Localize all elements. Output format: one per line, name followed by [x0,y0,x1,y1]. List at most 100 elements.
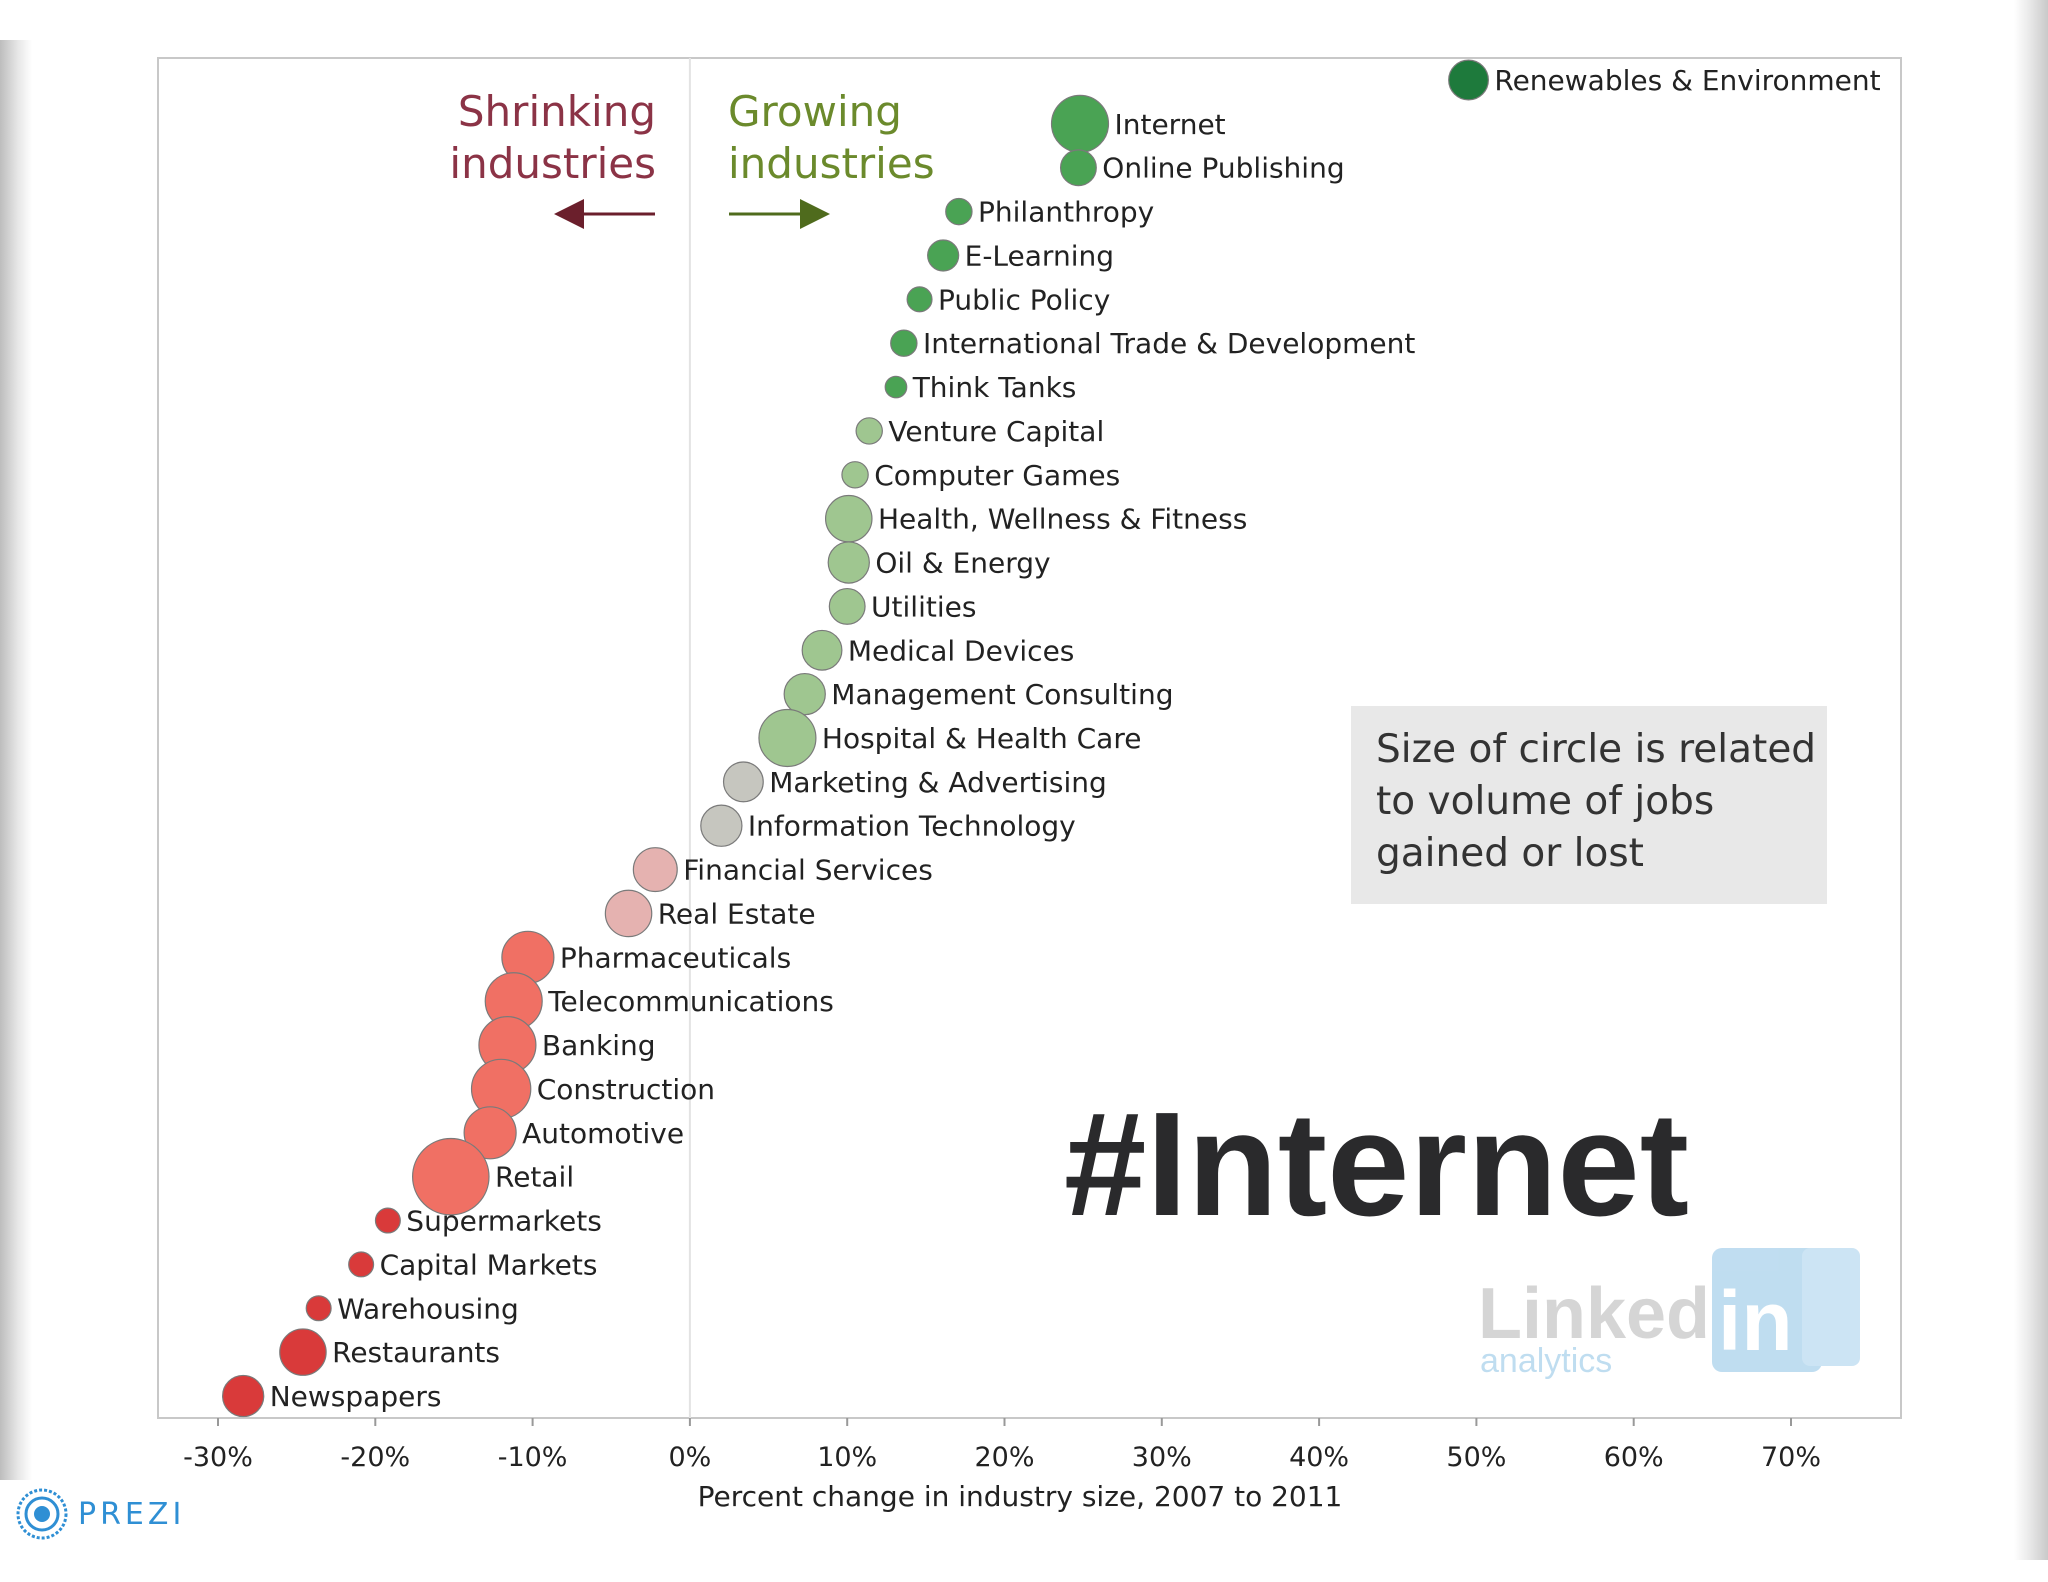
shrinking-label-line1: Shrinking [458,87,656,136]
x-tick-label: 0% [668,1442,711,1473]
data-point-marker [279,1328,327,1376]
linkedin-wordmark: Linked [1478,1274,1710,1354]
data-point-label: International Trade & Development [923,327,1415,360]
data-point-label: Capital Markets [380,1248,598,1281]
data-point-marker [884,375,908,399]
data-point: Construction [470,1058,715,1120]
x-tick-label: 20% [974,1442,1034,1473]
growing-annotation: Growing industries [728,87,935,229]
data-point: Telecommunications [484,972,834,1031]
data-point: Think Tanks [884,371,1077,404]
data-point-label: Newspapers [270,1380,442,1413]
x-tick-label: 50% [1446,1442,1506,1473]
data-point: Renewables & Environment [1448,59,1881,101]
data-point-marker [801,629,843,671]
prezi-logo[interactable]: PREZI [14,1488,185,1540]
x-tick-label: 70% [1761,1442,1821,1473]
hashtag-overlay: #Internet [1064,1082,1689,1247]
x-tick-label: 30% [1132,1442,1192,1473]
data-point: Retail [412,1137,574,1216]
data-point: Capital Markets [348,1248,598,1281]
data-point: Internet [1050,94,1226,153]
data-point-label: Construction [537,1073,715,1106]
data-point: Real Estate [604,889,816,938]
shrinking-annotation: Shrinking industries [449,87,656,229]
data-point-label: E-Learning [965,239,1114,272]
linkedin-in-box [1712,1248,1822,1372]
data-point-label: Hospital & Health Care [822,722,1142,755]
left-edge-shadow [0,40,32,1480]
data-point: Online Publishing [1059,149,1345,187]
data-point-marker [828,587,866,625]
data-point: Pharmaceuticals [501,930,791,984]
growing-label-line1: Growing [728,87,902,136]
data-point: Banking [478,1015,656,1075]
x-tick-label: -10% [498,1442,568,1473]
data-point-marker [945,197,973,226]
data-point-marker [374,1207,401,1234]
data-point-label: Online Publishing [1102,152,1344,185]
x-axis: -30% -20% -10% 0% 10% 20% 30% 40% 50% 60% 70% [183,1418,1821,1473]
data-point-label: Computer Games [874,459,1120,492]
data-point-label: Restaurants [332,1336,500,1369]
data-point: Utilities [828,587,976,625]
data-point-marker [463,1106,517,1160]
data-point: Marketing & Advertising [722,761,1107,803]
linkedin-analytics-logo: Linked in analytics [1478,1248,1860,1380]
legend-line-3: gained or lost [1376,831,1644,876]
data-point: Information Technology [700,804,1076,847]
data-point: Newspapers [221,1374,442,1418]
data-point-marker [722,761,764,803]
linkedin-chart-box [1802,1248,1860,1366]
data-point-label: Pharmaceuticals [560,941,791,974]
data-point-label: Think Tanks [912,371,1077,404]
prezi-icon [16,1488,68,1540]
data-point-label: Utilities [871,590,976,623]
legend-line-1: Size of circle is related [1376,727,1816,772]
data-point-label: Medical Devices [848,634,1075,667]
data-point-label: Internet [1114,108,1225,141]
data-point-label: Automotive [522,1117,684,1150]
data-point-marker [1059,149,1097,187]
data-point-label: Venture Capital [888,415,1104,448]
data-point-marker [855,417,883,445]
data-point: Medical Devices [801,629,1075,671]
bottom-band [0,1560,2048,1582]
data-point: Supermarkets [374,1205,602,1238]
data-point-label: Philanthropy [978,196,1154,229]
x-tick-label: 60% [1604,1442,1664,1473]
right-edge-shadow [2014,0,2048,1560]
data-point-label: Real Estate [658,897,816,930]
data-point-label: Supermarkets [406,1205,601,1238]
data-point-marker [700,804,743,847]
data-point-marker [783,672,826,716]
x-axis-title: Percent change in industry size, 2007 to… [698,1480,1343,1513]
size-legend-box: Size of circle is related to volume of j… [1351,706,1827,904]
data-point: Financial Services [632,847,933,893]
linkedin-sub-text: analytics [1480,1342,1612,1380]
shrinking-label-line2: industries [449,139,656,188]
data-point: Warehousing [305,1292,519,1325]
data-point: Restaurants [279,1328,500,1376]
data-point-marker [824,494,873,543]
data-point-label: Renewables & Environment [1494,64,1880,97]
data-point-marker [305,1295,332,1322]
x-tick-label: -30% [183,1442,253,1473]
data-point-marker [412,1137,490,1216]
data-point-marker [348,1251,375,1278]
data-point-marker [841,461,869,489]
x-tick-label: 40% [1289,1442,1349,1473]
growing-label-line2: industries [728,139,935,188]
data-point: Oil & Energy [827,541,1051,584]
data-point: International Trade & Development [890,327,1415,360]
data-point: Computer Games [841,459,1120,492]
data-point-label: Financial Services [683,854,933,887]
data-point-marker [906,286,933,313]
data-point-label: Health, Wellness & Fitness [878,503,1247,536]
data-point-label: Information Technology [748,810,1076,843]
data-point-marker [890,329,918,357]
data-point-label: Telecommunications [547,985,834,1018]
x-tick-label: 10% [817,1442,877,1473]
data-point-label: Warehousing [337,1292,519,1325]
